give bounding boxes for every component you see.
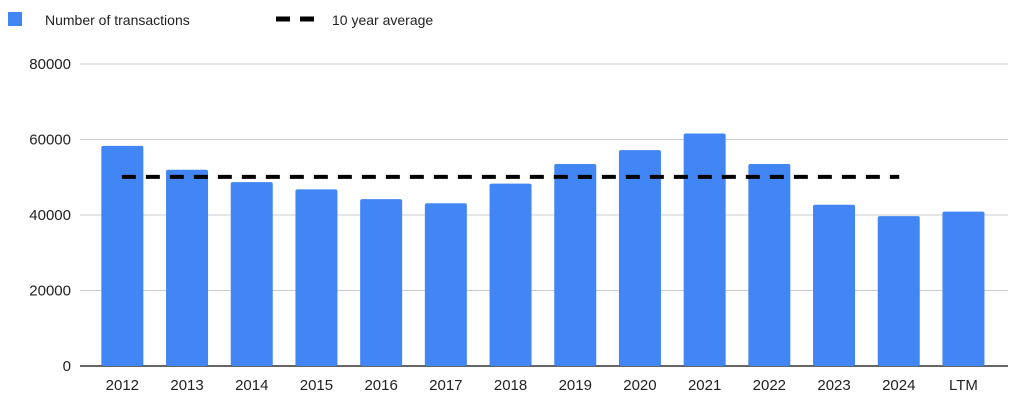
x-tick-label: LTM bbox=[949, 377, 978, 394]
legend: Number of transactions 10 year average bbox=[8, 12, 433, 28]
bar-2018 bbox=[489, 183, 532, 366]
x-tick-label: 2012 bbox=[106, 377, 139, 394]
x-tick-label: 2013 bbox=[170, 377, 203, 394]
y-tick-label: 20000 bbox=[29, 283, 71, 300]
x-tick-label: 2015 bbox=[300, 377, 333, 394]
legend-swatch-transactions bbox=[8, 12, 22, 26]
bar-2017 bbox=[424, 203, 467, 366]
grid bbox=[80, 63, 1008, 367]
x-tick-label: 2019 bbox=[559, 377, 592, 394]
bar-2015 bbox=[295, 189, 338, 366]
y-tick-label: 80000 bbox=[29, 56, 71, 73]
bar-2012 bbox=[101, 145, 144, 366]
legend-label-average: 10 year average bbox=[332, 12, 433, 28]
x-axis-ticks: 2012 2013 2014 2015 2016 2017 2018 2019 2020 2021… bbox=[106, 377, 978, 394]
x-tick-label: 2021 bbox=[688, 377, 721, 394]
bar-2022 bbox=[748, 164, 791, 366]
x-tick-label: 2023 bbox=[817, 377, 850, 394]
legend-label-transactions: Number of transactions bbox=[45, 12, 190, 28]
bar-2014 bbox=[230, 182, 273, 366]
x-tick-label: 2014 bbox=[235, 377, 268, 394]
x-tick-label: 2016 bbox=[364, 377, 397, 394]
bar-2013 bbox=[166, 169, 209, 366]
bar-ltm bbox=[942, 211, 985, 366]
bar-2024 bbox=[877, 216, 920, 366]
y-axis-ticks: 0 20000 40000 60000 80000 bbox=[29, 56, 71, 375]
y-tick-label: 60000 bbox=[29, 132, 71, 149]
y-tick-label: 0 bbox=[63, 358, 71, 375]
bar-2021 bbox=[683, 133, 726, 366]
x-tick-label: 2022 bbox=[753, 377, 786, 394]
bar-2023 bbox=[813, 204, 856, 366]
x-tick-label: 2020 bbox=[623, 377, 656, 394]
x-tick-label: 2024 bbox=[882, 377, 915, 394]
bar-2020 bbox=[618, 150, 661, 366]
y-tick-label: 40000 bbox=[29, 207, 71, 224]
bars bbox=[101, 133, 985, 366]
x-tick-label: 2018 bbox=[494, 377, 527, 394]
x-tick-label: 2017 bbox=[429, 377, 462, 394]
bar-2016 bbox=[360, 199, 403, 366]
bar-2019 bbox=[554, 164, 597, 366]
